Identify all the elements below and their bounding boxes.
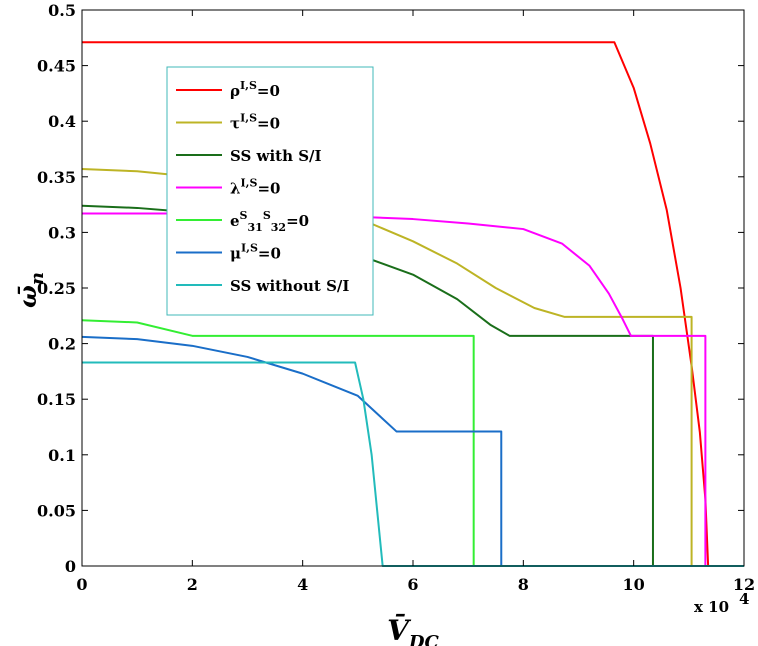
y-tick-label: 0.15 xyxy=(37,390,76,409)
legend-label-4: λI,S=0 xyxy=(230,177,280,198)
x-tick-label: 0 xyxy=(76,575,87,594)
y-ticks: 0 0.05 0.1 0.15 0.2 0.25 0.3 0.35 0.4 0.45 0.5 xyxy=(37,1,744,576)
y-tick-label: 0.5 xyxy=(48,1,76,20)
x-multiplier-exponent: 4 xyxy=(739,590,749,608)
x-multiplier: x 10 xyxy=(694,598,729,616)
x-tick-label: 4 xyxy=(297,575,308,594)
series-line-6 xyxy=(81,335,744,567)
x-tick-label: 10 xyxy=(623,575,645,594)
x-ticks: 0 2 4 6 8 10 12 xyxy=(76,10,755,594)
legend-label-6: μI,S=0 xyxy=(230,242,281,263)
y-tick-label: 0.1 xyxy=(48,446,76,465)
y-tick-label: 0.45 xyxy=(37,57,76,76)
legend-label-3: SS with S/I xyxy=(230,147,322,165)
legend-label-5: eS31S32=0 xyxy=(230,209,309,234)
x-tick-label: 8 xyxy=(518,575,529,594)
y-tick-label: 0.35 xyxy=(37,168,76,187)
y-tick-label: 0.25 xyxy=(37,279,76,298)
y-tick-label: 0.05 xyxy=(37,501,76,520)
legend-label-1: ρI,S=0 xyxy=(230,79,280,100)
y-tick-label: 0.4 xyxy=(48,112,76,131)
legend-label-7: SS without S/I xyxy=(230,277,349,295)
x-axis-label: V̄DC xyxy=(387,613,439,646)
y-tick-label: 0.2 xyxy=(48,335,76,354)
y-tick-label: 0.3 xyxy=(48,223,76,242)
y-tick-label: 0 xyxy=(65,557,76,576)
y-axis-label: ω̄n xyxy=(13,272,48,308)
x-tick-label: 12 xyxy=(733,575,755,594)
x-tick-label: 6 xyxy=(407,575,418,594)
legend: ρI,S=0 τI,S=0 SS with S/I λI,S=0 eS31S32=0 μI… xyxy=(166,66,374,316)
x-tick-label: 2 xyxy=(187,575,198,594)
legend-box xyxy=(166,66,374,316)
legend-label-2: τI,S=0 xyxy=(230,112,280,133)
